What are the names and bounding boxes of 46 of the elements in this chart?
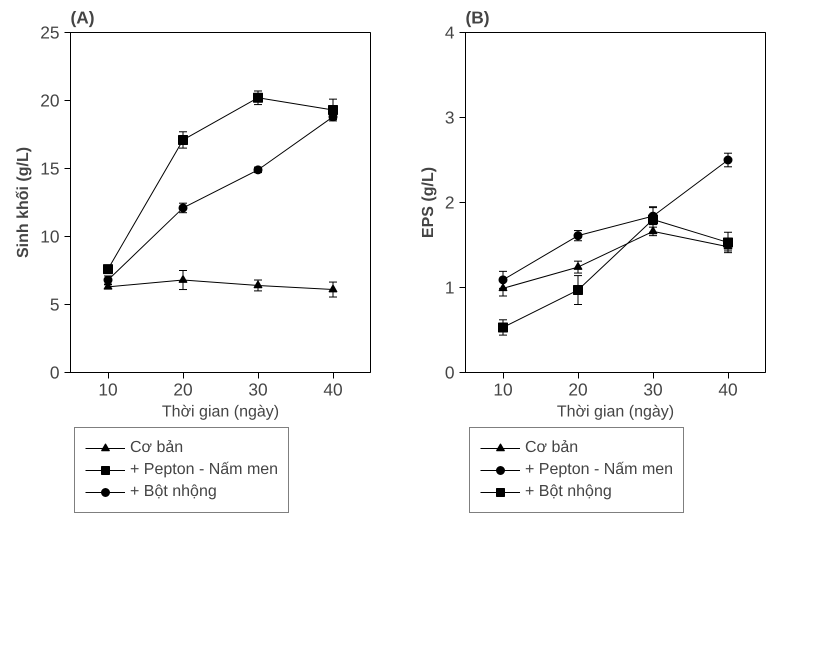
- x-axis-title: Thời gian (ngày): [556, 404, 674, 420]
- x-axis-title: Thời gian (ngày): [162, 404, 280, 420]
- point: [723, 237, 733, 248]
- point: [178, 274, 188, 283]
- y-tick-label: 0: [444, 362, 455, 382]
- y-tick-label: 5: [50, 294, 60, 314]
- point: [178, 134, 188, 145]
- legend-label: + Bột nhộng: [130, 483, 217, 501]
- point: [498, 283, 508, 292]
- x-tick-label: 20: [568, 380, 588, 400]
- point: [648, 214, 658, 224]
- x-tick-label: 40: [718, 380, 738, 400]
- x-tick-label: 10: [493, 380, 513, 400]
- y-tick-label: 1: [444, 278, 455, 298]
- chart-title: (B): [466, 8, 490, 28]
- y-tick-label: 3: [444, 108, 455, 128]
- chart-title: (A): [70, 8, 95, 28]
- y-axis-title: EPS (g/L): [420, 166, 437, 238]
- y-tick-label: 0: [50, 362, 60, 382]
- legend-label: + Pepton - Nấm men: [525, 461, 674, 479]
- y-axis-title: Sinh khối (g/L): [15, 146, 32, 258]
- point: [328, 284, 338, 292]
- x-tick-label: 30: [643, 380, 663, 400]
- y-tick-label: 25: [40, 22, 60, 42]
- x-tick-label: 10: [98, 380, 118, 400]
- y-tick-label: 4: [444, 22, 455, 42]
- y-tick-label: 20: [40, 90, 60, 110]
- legend-label: Cơ bản: [525, 439, 578, 457]
- x-tick-label: 40: [323, 380, 343, 400]
- point: [573, 285, 583, 296]
- point: [574, 262, 582, 270]
- x-tick-label: 30: [248, 380, 268, 400]
- y-tick-label: 2: [444, 192, 455, 212]
- point: [253, 92, 263, 103]
- x-tick-label: 20: [173, 380, 193, 400]
- legend-label: + Bột nhộng: [525, 483, 612, 501]
- point: [498, 275, 508, 284]
- point: [254, 280, 262, 288]
- y-tick-label: 10: [40, 226, 60, 246]
- point: [103, 264, 113, 274]
- y-tick-label: 15: [40, 158, 60, 178]
- point: [498, 322, 508, 332]
- legend-label: Cơ bản: [130, 439, 184, 457]
- point: [724, 156, 732, 164]
- point: [648, 226, 658, 234]
- legend-label: + Pepton - Nấm men: [130, 461, 278, 479]
